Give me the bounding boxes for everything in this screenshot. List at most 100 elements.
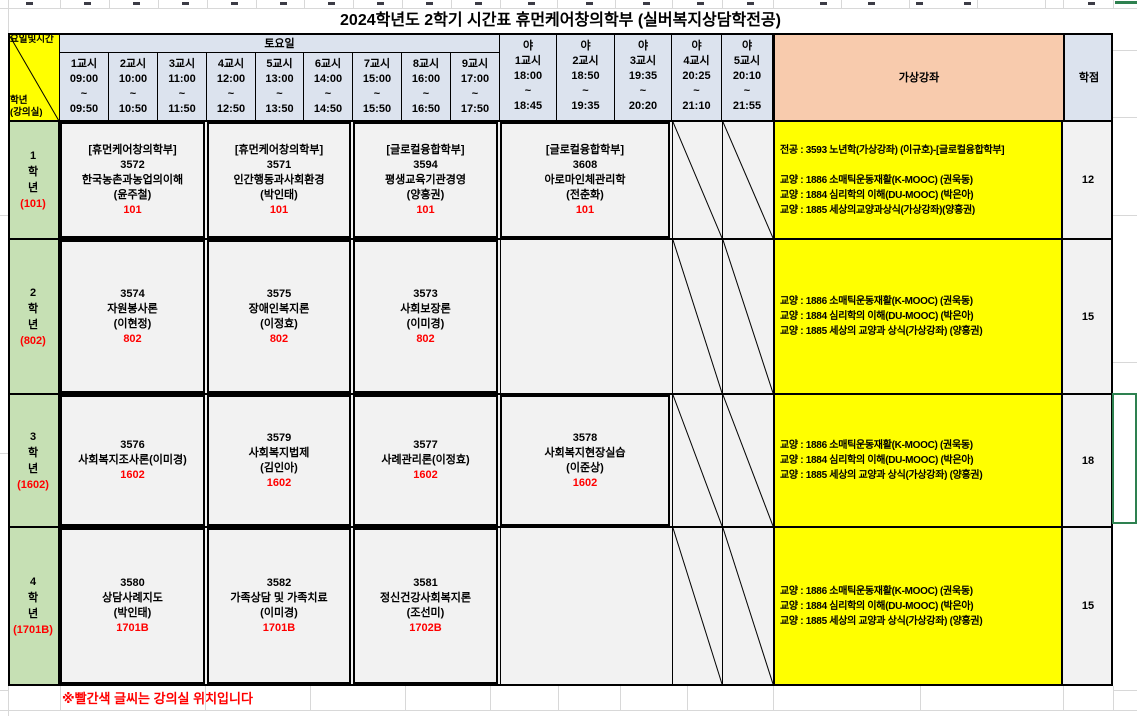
- diagonal-cell[interactable]: [672, 122, 722, 238]
- saturday-header-cell[interactable]: 토요일: [60, 33, 500, 53]
- empty-course-cell[interactable]: [500, 240, 672, 393]
- course-line: (이정효): [260, 317, 298, 330]
- night-period-3-prefix: 야: [637, 40, 649, 52]
- gridline: [207, 0, 208, 8]
- course-cell-3577[interactable]: 3577 사례관리론(이정효) 1602: [353, 395, 498, 526]
- course-room-label: 1702B: [409, 622, 442, 634]
- course-cell-3581[interactable]: 3581 정신건강사회복지론 (조선미) 1702B: [353, 528, 498, 684]
- virtual-courses-cell[interactable]: 교양 : 1886 소매틱운동재활(K-MOOC) (권욱동) 교양 : 1884…: [773, 240, 1063, 393]
- gridline: [722, 0, 723, 8]
- clipped-cell-text-fragment: [916, 2, 923, 5]
- course-cell-3573[interactable]: 3573 사회보장론 (이미경) 802: [353, 240, 498, 393]
- credit-cell[interactable]: 15: [1063, 528, 1113, 684]
- course-cell-3578[interactable]: 3578 사회복지현장실습 (이준상) 1602: [500, 395, 670, 526]
- diagonal-cell[interactable]: [722, 395, 773, 526]
- course-cell-3575[interactable]: 3575 장애인복지론 (이정효) 802: [207, 240, 351, 393]
- sat-period-header-6[interactable]: 6교시 14:00 ~14:50: [304, 53, 353, 120]
- credit-cell[interactable]: 12: [1063, 122, 1113, 238]
- night-period-header-3[interactable]: 야 3교시 19:35 ~20:20: [615, 33, 672, 120]
- diagonal-cell[interactable]: [722, 528, 773, 684]
- sat-period-header-1[interactable]: 1교시 09:00 ~09:50: [60, 53, 109, 120]
- course-line: 가족상담 및 가족치료: [230, 592, 328, 604]
- sat-period-header-7[interactable]: 7교시 15:00 ~15:50: [353, 53, 402, 120]
- night-period-header-5[interactable]: 야 5교시 20:10 ~21:55: [722, 33, 773, 120]
- gridline: [1113, 50, 1137, 51]
- course-line: 자원봉사론: [107, 302, 158, 315]
- virtual-courses-cell[interactable]: 교양 : 1886 소매틱운동재활(K-MOOC) (권욱동) 교양 : 1884…: [773, 528, 1063, 684]
- sat-period-header-8[interactable]: 8교시 16:00 ~16:50: [402, 53, 451, 120]
- sat-period-header-3[interactable]: 3교시 11:00 ~11:50: [158, 53, 207, 120]
- sat-period-header-9[interactable]: 9교시 17:00 ~17:50: [451, 53, 500, 120]
- course-cell-3579[interactable]: 3579 사회복지법제 (김인아) 1602: [207, 395, 351, 526]
- course-line: [글로컬융합학부]: [386, 143, 465, 156]
- grade-label-line2: 년: [27, 608, 39, 620]
- gridline: [0, 710, 1137, 711]
- clipped-cell-text-fragment: [868, 2, 875, 5]
- virtual-course-header-cell[interactable]: 가상강좌: [773, 33, 1063, 120]
- course-cell-3582[interactable]: 3582 가족상담 및 가족치료 (이미경) 1701B: [207, 528, 351, 684]
- course-cell-3594[interactable]: [글로컬융합학부] 3594 평생교육기관경영 (양흥권) 101: [353, 122, 498, 238]
- sat-period-3-end: 11:50: [168, 102, 196, 115]
- selection-fragment-top: [1115, 1, 1137, 4]
- gridline: [0, 8, 1137, 9]
- course-line: (이미경): [406, 317, 445, 330]
- night-period-1-tilde: ~: [524, 85, 532, 97]
- night-period-4-tilde: ~: [693, 85, 700, 97]
- empty-course-cell[interactable]: [500, 528, 672, 684]
- virtual-courses-cell[interactable]: 교양 : 1886 소매틱운동재활(K-MOOC) (권욱동) 교양 : 1884…: [773, 395, 1063, 526]
- diagonal-cell[interactable]: [672, 240, 722, 393]
- sat-period-1-tilde: ~: [80, 87, 88, 100]
- course-cell-3576[interactable]: 3576 사회복지조사론(이미경) 1602: [60, 395, 205, 526]
- course-line: [휴먼케어창의학부]: [234, 143, 324, 156]
- course-cell-3572[interactable]: [휴먼케어창의학부] 3572 한국농촌과농업의이해 (윤주철) 101: [60, 122, 205, 238]
- sat-period-header-2[interactable]: 2교시 10:00 ~10:50: [109, 53, 158, 120]
- night-period-5-period: 5교시: [733, 55, 761, 67]
- grade-cell-1[interactable]: 1 학 년 (101): [8, 122, 60, 238]
- night-period-header-4[interactable]: 야 4교시 20:25 ~21:10: [672, 33, 722, 120]
- course-room-label: 101: [416, 203, 435, 216]
- night-period-header-2[interactable]: 야 2교시 18:50 ~19:35: [557, 33, 615, 120]
- grade-label-line2: 년: [27, 318, 39, 331]
- diagonal-strike-line: [673, 528, 722, 684]
- course-line: 3576: [120, 439, 145, 451]
- virtual-courses-cell[interactable]: 전공 : 3593 노년학(가상강좌) (이규호)-[글로컬융합학부] 교양 : …: [773, 122, 1063, 238]
- clipped-cell-text-fragment: [280, 2, 287, 5]
- sat-period-5-start: 13:00: [265, 72, 294, 85]
- diagonal-cell[interactable]: [722, 122, 773, 238]
- diagonal-strike-line: [723, 122, 773, 238]
- credit-cell[interactable]: 18: [1063, 395, 1113, 526]
- sat-period-header-5[interactable]: 5교시 13:00 ~13:50: [256, 53, 304, 120]
- diagonal-cell[interactable]: [722, 240, 773, 393]
- gridline: [557, 0, 558, 8]
- course-cell-3608[interactable]: [글로컬융합학부] 3608 아로마인체관리학 (전춘화) 101: [500, 122, 670, 238]
- timetable-title-cell[interactable]: 2024학년도 2학기 시간표 휴먼케어창의학부 (실버복지상담학전공): [8, 8, 1113, 33]
- sat-period-header-4[interactable]: 4교시 12:00 ~12:50: [207, 53, 256, 120]
- gridline: [773, 0, 774, 8]
- course-room-label: 101: [575, 203, 595, 216]
- credit-cell[interactable]: 15: [1063, 240, 1113, 393]
- night-period-1-prefix: 야: [522, 40, 534, 52]
- grade-label-line1: 학: [27, 446, 39, 459]
- grade-cell-2[interactable]: 2 학 년 (802): [8, 240, 60, 393]
- night-period-5-prefix: 야: [741, 40, 753, 52]
- active-cell-selection-outline[interactable]: [1112, 393, 1137, 524]
- night-period-4-period: 4교시: [683, 55, 710, 67]
- grade-number: 2: [29, 286, 37, 299]
- course-cell-3574[interactable]: 3574 자원봉사론 (이현정) 802: [60, 240, 205, 393]
- clipped-cell-text-fragment: [328, 2, 335, 5]
- grade-label-line1: 학: [27, 302, 39, 315]
- diagonal-cell[interactable]: [672, 395, 722, 526]
- sat-period-1-end: 09:50: [69, 102, 99, 115]
- sat-period-8-tilde: ~: [422, 87, 430, 100]
- night-period-header-1[interactable]: 야 1교시 18:00 ~18:45: [500, 33, 557, 120]
- course-cell-3580[interactable]: 3580 상담사례지도 (박인태) 1701B: [60, 528, 205, 684]
- corner-header-cell[interactable]: 요일및시간 학년 (강의실): [8, 33, 60, 122]
- grade-cell-4[interactable]: 4 학 년 (1701B): [8, 528, 60, 684]
- grade-cell-3[interactable]: 3 학 년 (1602): [8, 395, 60, 526]
- credit-header-cell[interactable]: 학점: [1063, 33, 1113, 120]
- diagonal-cell[interactable]: [672, 528, 722, 684]
- row-separator: [8, 526, 1113, 528]
- course-cell-3571[interactable]: [휴먼케어창의학부] 3571 인간행동과사회환경 (박인태) 101: [207, 122, 351, 238]
- grade-number: 4: [29, 576, 37, 588]
- corner-label-grade-line1: 학년: [10, 95, 28, 106]
